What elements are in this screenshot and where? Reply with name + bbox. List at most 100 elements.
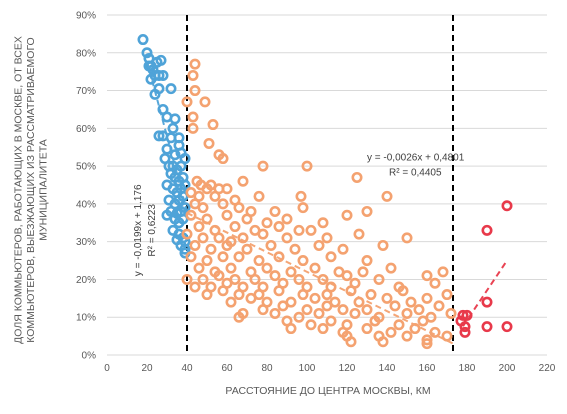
- data-point: [281, 213, 293, 225]
- data-point: [417, 315, 429, 327]
- annotations: y = -0,0026x + 0,4801 R² = 0,4405 y = -0,0…: [133, 152, 465, 276]
- data-point: [189, 85, 201, 97]
- data-point: [385, 326, 397, 338]
- data-point: [381, 292, 393, 304]
- data-point: [309, 262, 321, 274]
- data-point: [361, 255, 373, 267]
- y-tick-label: 60%: [76, 124, 96, 135]
- data-point: [421, 334, 433, 346]
- trend-lines: [146, 60, 508, 345]
- data-point: [301, 160, 313, 172]
- data-point: [213, 270, 225, 282]
- data-point: [253, 190, 265, 202]
- x-tick-label: 100: [299, 363, 316, 374]
- data-point: [217, 251, 229, 263]
- data-point: [199, 96, 211, 108]
- data-point: [269, 270, 281, 282]
- data-point: [277, 300, 289, 312]
- data-point: [293, 311, 305, 323]
- data-point: [221, 209, 233, 221]
- x-tick-label: 0: [104, 363, 110, 374]
- x-tick-label: 220: [539, 363, 556, 374]
- data-point: [249, 273, 261, 285]
- data-point: [273, 251, 285, 263]
- data-point: [205, 243, 217, 255]
- data-point: [321, 300, 333, 312]
- data-point: [181, 96, 193, 108]
- data-point: [285, 266, 297, 278]
- data-point: [193, 221, 205, 233]
- data-point: [269, 205, 281, 217]
- data-point: [297, 255, 309, 267]
- data-point: [325, 315, 337, 327]
- data-point: [201, 289, 213, 301]
- data-point: [265, 239, 277, 251]
- x-tick-label: 120: [339, 363, 356, 374]
- x-axis-label: РАССТОЯНИЕ ДО ЦЕНТРА МОСКВЫ, КМ: [225, 385, 430, 397]
- data-point: [197, 273, 209, 285]
- data-point: [257, 160, 269, 172]
- data-point: [301, 304, 313, 316]
- data-point: [341, 270, 353, 282]
- y-tick-label: 10%: [76, 313, 96, 324]
- data-point: [179, 243, 191, 255]
- x-tick-labels: 0 20 40 60 80 100 120 140 160 180 200 220: [104, 363, 556, 374]
- data-point: [233, 289, 245, 301]
- data-point: [225, 262, 237, 274]
- data-point: [481, 224, 493, 236]
- data-point: [281, 232, 293, 244]
- data-point: [233, 251, 245, 263]
- data-point: [481, 321, 493, 333]
- data-point: [233, 311, 245, 323]
- data-point: [179, 202, 191, 214]
- data-point: [179, 153, 191, 165]
- data-point: [501, 321, 513, 333]
- data-point: [357, 266, 369, 278]
- data-point: [349, 307, 361, 319]
- data-point: [457, 309, 469, 321]
- data-point: [169, 149, 181, 161]
- data-point: [241, 213, 253, 225]
- regression-label: y = -0,0199x + 1,176 R² = 0,6223: [133, 184, 158, 276]
- data-point: [257, 228, 269, 240]
- data-point: [237, 175, 249, 187]
- data-point: [233, 202, 245, 214]
- x-tick-label: 20: [141, 363, 153, 374]
- data-point: [341, 209, 353, 221]
- data-point: [253, 255, 265, 267]
- data-point: [373, 273, 385, 285]
- data-point: [285, 323, 297, 335]
- trend-line: [462, 259, 508, 327]
- data-point: [229, 221, 241, 233]
- x-tick-label: 160: [419, 363, 436, 374]
- data-point: [197, 202, 209, 214]
- data-point: [389, 300, 401, 312]
- data-point: [201, 255, 213, 267]
- data-point: [413, 304, 425, 316]
- x-tick-label: 60: [221, 363, 233, 374]
- data-point: [257, 304, 269, 316]
- data-point: [361, 323, 373, 335]
- data-point: [295, 190, 307, 202]
- data-point: [293, 224, 305, 236]
- data-point: [221, 239, 233, 251]
- y-tick-label: 80%: [76, 48, 96, 59]
- regression-text: R² = 0,4405: [389, 167, 442, 178]
- data-point: [185, 251, 197, 263]
- data-point: [385, 262, 397, 274]
- data-point: [313, 239, 325, 251]
- data-point: [365, 289, 377, 301]
- data-point: [309, 292, 321, 304]
- data-point: [441, 289, 453, 301]
- data-point: [377, 239, 389, 251]
- data-point: [397, 285, 409, 297]
- data-point: [217, 153, 229, 165]
- data-point: [305, 319, 317, 331]
- data-point: [459, 326, 471, 338]
- data-points: [137, 34, 513, 350]
- data-point: [353, 228, 365, 240]
- data-point: [305, 224, 317, 236]
- data-point: [345, 285, 357, 297]
- data-point: [197, 232, 209, 244]
- data-point: [187, 111, 199, 123]
